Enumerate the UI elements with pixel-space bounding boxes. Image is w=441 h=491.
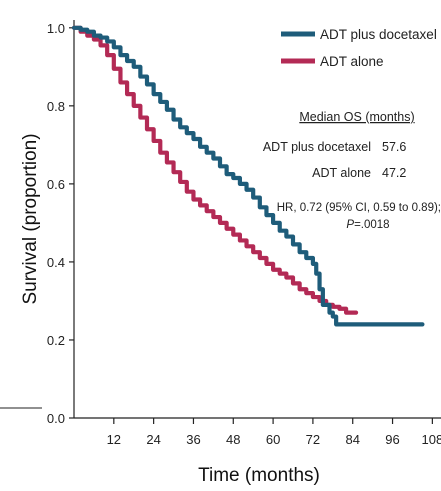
series-line-adt-alone: [71, 25, 359, 315]
y-tick-label: 1.0: [47, 21, 65, 36]
y-tick-label: 0.4: [47, 255, 65, 270]
legend-label-docetaxel: ADT plus docetaxel: [320, 27, 437, 42]
median-os-annotation: Median OS (months) ADT plus docetaxel 57…: [263, 110, 441, 231]
series-line-docetaxel: [71, 25, 425, 327]
median-row-label-adt-alone: ADT alone: [312, 166, 371, 180]
y-tick-label: 0.6: [47, 177, 65, 192]
x-tick-label: 96: [385, 432, 399, 447]
x-tick-label: 24: [146, 432, 160, 447]
x-tick-label: 48: [226, 432, 240, 447]
y-tick-label: 0.8: [47, 99, 65, 114]
x-tick-label: 108: [422, 432, 441, 447]
legend-label-adt-alone: ADT alone: [320, 54, 384, 69]
y-axis-label: Survival (proportion): [20, 133, 41, 304]
axes: [0, 20, 441, 419]
p-italic: P: [346, 219, 354, 231]
x-tick-label: 12: [107, 432, 121, 447]
x-ticks: 12 24 36 48 60 72 84 96 108: [107, 418, 441, 447]
median-row-label-docetaxel: ADT plus docetaxel: [263, 140, 371, 154]
y-ticks: 0.0 0.2 0.4 0.6 0.8 1.0: [47, 21, 74, 426]
series-layer: [71, 25, 425, 327]
x-tick-label: 60: [266, 432, 280, 447]
hazard-ratio-text: HR, 0.72 (95% CI, 0.59 to 0.89);: [277, 202, 441, 214]
x-tick-label: 72: [306, 432, 320, 447]
p-number: =.0018: [354, 219, 390, 231]
y-tick-label: 0.0: [47, 411, 65, 426]
p-value-text: P=.0018: [346, 219, 389, 231]
median-row-value-adt-alone: 47.2: [382, 166, 406, 180]
legend: ADT plus docetaxel ADT alone: [281, 27, 437, 69]
x-tick-label: 36: [186, 432, 200, 447]
median-os-header: Median OS (months): [299, 110, 414, 124]
x-tick-label: 84: [345, 432, 359, 447]
median-row-value-docetaxel: 57.6: [382, 140, 406, 154]
x-axis-label: Time (months): [198, 465, 320, 486]
y-tick-label: 0.2: [47, 333, 65, 348]
